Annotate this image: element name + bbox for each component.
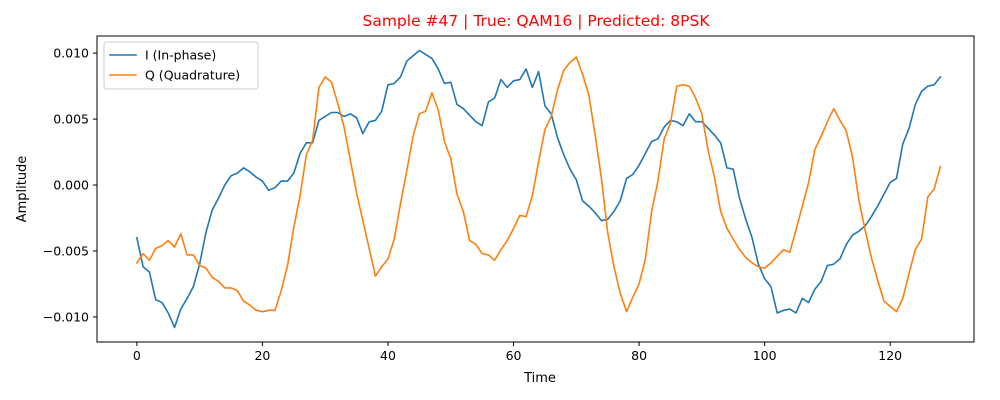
y-tick-label: −0.005 xyxy=(43,243,89,258)
x-tick-label: 120 xyxy=(878,348,902,363)
series-line-i xyxy=(135,49,942,329)
x-tick-label: 40 xyxy=(380,348,396,363)
y-tick-label: −0.010 xyxy=(43,309,89,324)
plot-frame xyxy=(96,35,975,343)
x-tick-label: 100 xyxy=(753,348,777,363)
legend: I (In-phase) Q (Quadrature) xyxy=(103,41,259,90)
x-tick-label: 80 xyxy=(631,348,647,363)
series-line-q xyxy=(135,56,942,313)
y-tick-label: 0.010 xyxy=(53,46,89,61)
x-tick-label: 0 xyxy=(133,348,141,363)
legend-label-i: I (In-phase) xyxy=(145,48,216,63)
ticks-layer: 0 20 40 60 80 100 120 −0.010 −0.005 0.000 0.005 0.0… xyxy=(43,46,902,363)
lines-layer xyxy=(135,49,942,329)
chart-title: Sample #47 | True: QAM16 | Predicted: 8P… xyxy=(362,12,710,30)
y-tick-label: 0.005 xyxy=(53,112,89,127)
legend-box xyxy=(103,41,259,90)
x-tick-label: 20 xyxy=(254,348,270,363)
x-tick-label: 60 xyxy=(506,348,522,363)
y-axis-label: Amplitude xyxy=(15,156,30,223)
x-axis-label: Time xyxy=(523,371,556,386)
y-tick-label: 0.000 xyxy=(53,178,89,193)
legend-label-q: Q (Quadrature) xyxy=(145,68,240,83)
